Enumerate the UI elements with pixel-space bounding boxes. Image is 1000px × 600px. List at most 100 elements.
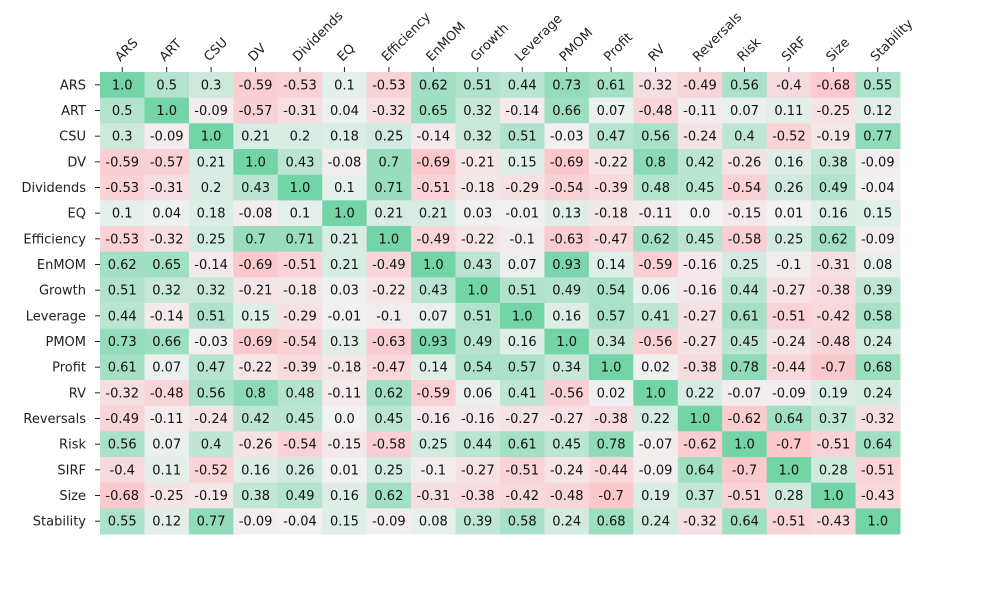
heatmap-cell: [500, 226, 545, 253]
heatmap-cell: [588, 123, 634, 150]
cell-value-label: 1.0: [601, 361, 622, 376]
heatmap-cell: [455, 380, 501, 407]
y-tick-label: Leverage: [26, 309, 86, 324]
y-tick-label: Risk: [59, 438, 86, 453]
heatmap-cell: [366, 457, 412, 484]
cell-value-label: -0.53: [372, 78, 406, 93]
heatmap-cell: [677, 200, 723, 227]
heatmap-cell: [366, 328, 412, 355]
cell-value-label: -0.52: [194, 463, 228, 478]
heatmap-cells: 1.0 0.5 0.3 -0.59 -0.53 0.1 -0.53 0.62 0.51 0.44 0…: [100, 72, 901, 535]
heatmap-cell: [411, 251, 457, 278]
x-tick-label: ARS: [112, 36, 141, 65]
cell-value-label: 0.49: [819, 181, 848, 196]
heatmap-cell: [322, 251, 368, 278]
heatmap-cell: [100, 97, 145, 124]
heatmap-cell: [722, 405, 768, 432]
cell-value-label: 0.24: [863, 386, 892, 401]
heatmap-cell: [811, 431, 857, 458]
heatmap-cell: [633, 200, 679, 227]
y-tick-label: SIRF: [57, 463, 86, 478]
heatmap-cell: [811, 482, 857, 509]
heatmap-cell: [277, 72, 323, 99]
cell-value-label: 0.49: [286, 489, 315, 504]
cell-value-label: -0.09: [861, 155, 895, 170]
cell-value-label: -0.57: [239, 104, 273, 119]
heatmap-cell: [277, 251, 323, 278]
heatmap-cell: [233, 508, 279, 535]
heatmap-cell: [366, 405, 412, 432]
heatmap-cell: [366, 482, 412, 509]
cell-value-label: -0.11: [328, 386, 362, 401]
heatmap-cell: [722, 431, 768, 458]
heatmap-cell: [544, 123, 590, 150]
heatmap-cell: [277, 200, 323, 227]
cell-value-label: 0.16: [241, 463, 270, 478]
cell-value-label: 0.66: [152, 335, 181, 350]
cell-value-label: -0.24: [772, 335, 806, 350]
heatmap-cell: [544, 226, 590, 253]
cell-value-label: 0.14: [597, 258, 626, 273]
heatmap-cell: [766, 303, 812, 330]
heatmap-cell: [366, 303, 412, 330]
cell-value-label: -0.22: [461, 232, 495, 247]
cell-value-label: 0.47: [197, 361, 226, 376]
heatmap-cell: [100, 174, 145, 201]
heatmap-cell: [188, 149, 234, 176]
cell-value-label: 0.06: [463, 386, 492, 401]
cell-value-label: -0.44: [772, 361, 806, 376]
cell-value-label: -0.52: [772, 130, 806, 145]
cell-value-label: -0.09: [772, 386, 806, 401]
cell-value-label: 0.16: [552, 309, 581, 324]
cell-value-label: 1.0: [556, 335, 577, 350]
heatmap-cell: [677, 277, 723, 304]
heatmap-cell: [766, 251, 812, 278]
heatmap-cell: [144, 303, 190, 330]
heatmap-cell: [455, 328, 501, 355]
x-tick-label: Risk: [735, 35, 765, 65]
heatmap-cell: [144, 405, 190, 432]
cell-value-label: -0.48: [550, 489, 584, 504]
heatmap-cell: [588, 251, 634, 278]
cell-value-label: -0.38: [461, 489, 495, 504]
cell-value-label: 0.8: [645, 155, 666, 170]
cell-value-label: -0.59: [639, 258, 673, 273]
cell-value-label: 0.28: [774, 489, 803, 504]
cell-value-label: 0.4: [734, 130, 755, 145]
cell-value-label: 0.25: [730, 258, 759, 273]
heatmap-cell: [144, 431, 190, 458]
heatmap-cell: [855, 482, 901, 509]
y-tick-label: Dividends: [22, 181, 87, 196]
heatmap-cell: [411, 328, 457, 355]
heatmap-cell: [588, 226, 634, 253]
heatmap-cell: [100, 303, 145, 330]
y-tick-label: Size: [59, 489, 86, 504]
cell-value-label: 0.73: [108, 335, 137, 350]
heatmap-cell: [633, 174, 679, 201]
heatmap-cell: [322, 226, 368, 253]
cell-value-label: 0.42: [241, 412, 270, 427]
x-tick-label: Size: [824, 35, 853, 64]
heatmap-cell: [811, 508, 857, 535]
heatmap-cell: [855, 457, 901, 484]
cell-value-label: -0.51: [817, 438, 851, 453]
cell-value-label: 0.34: [597, 335, 626, 350]
cell-value-label: 1.0: [734, 438, 755, 453]
heatmap-cell: [455, 174, 501, 201]
cell-value-label: 0.21: [241, 130, 270, 145]
heatmap-cell: [144, 380, 190, 407]
cell-value-label: 0.45: [730, 335, 759, 350]
heatmap-cell: [677, 251, 723, 278]
heatmap-cell: [633, 431, 679, 458]
cell-value-label: 0.38: [819, 155, 848, 170]
heatmap-cell: [188, 482, 234, 509]
cell-value-label: 0.43: [286, 155, 315, 170]
cell-value-label: 0.1: [290, 207, 311, 222]
heatmap-cell: [544, 97, 590, 124]
cell-value-label: -0.42: [505, 489, 539, 504]
cell-value-label: 0.51: [508, 130, 537, 145]
heatmap-cell: [455, 226, 501, 253]
cell-value-label: -0.53: [283, 78, 317, 93]
heatmap-cell: [411, 405, 457, 432]
